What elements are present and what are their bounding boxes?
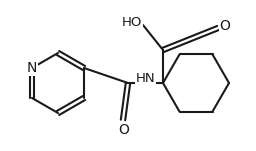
Text: N: N (27, 61, 37, 75)
Text: HN: HN (136, 72, 155, 85)
Text: O: O (220, 19, 230, 33)
Text: O: O (119, 123, 130, 137)
Text: HO: HO (122, 16, 142, 29)
